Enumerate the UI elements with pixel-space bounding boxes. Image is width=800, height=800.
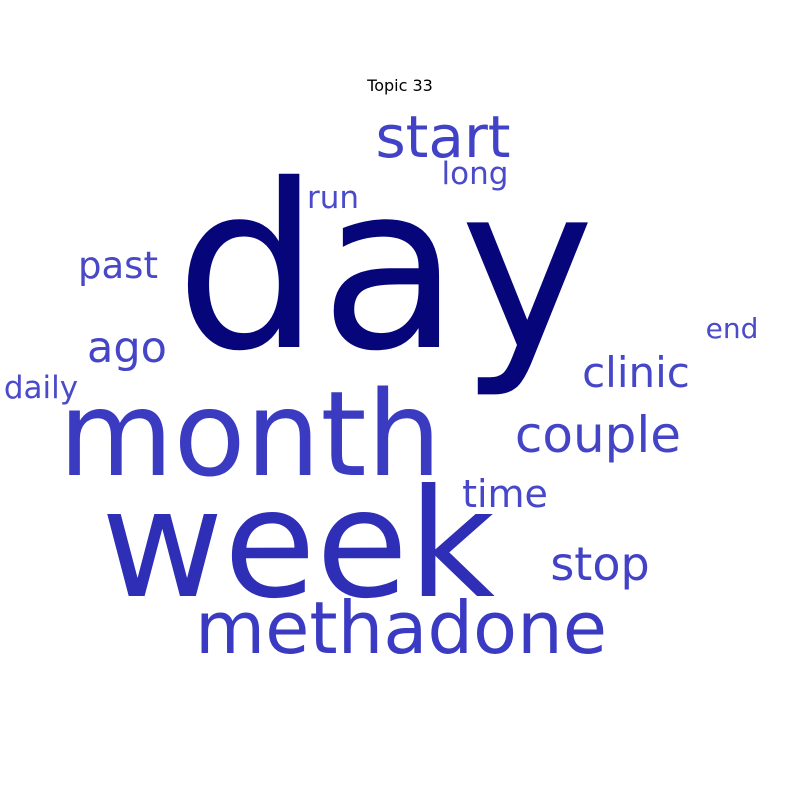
word-month: month	[59, 365, 442, 503]
word-daily: daily	[4, 370, 78, 406]
word-clinic: clinic	[582, 348, 690, 397]
word-time: time	[462, 472, 548, 516]
word-run: run	[307, 180, 359, 216]
word-end: end	[706, 312, 759, 345]
word-week: week	[101, 458, 495, 632]
word-start: start	[375, 103, 510, 171]
word-ago: ago	[87, 323, 167, 373]
chart-title: Topic 33	[367, 76, 433, 95]
word-day: day	[175, 135, 594, 401]
word-long: long	[442, 156, 509, 192]
word-methadone: methadone	[195, 586, 607, 670]
word-couple: couple	[515, 406, 681, 464]
word-past: past	[78, 244, 158, 287]
word-stop: stop	[550, 537, 649, 591]
